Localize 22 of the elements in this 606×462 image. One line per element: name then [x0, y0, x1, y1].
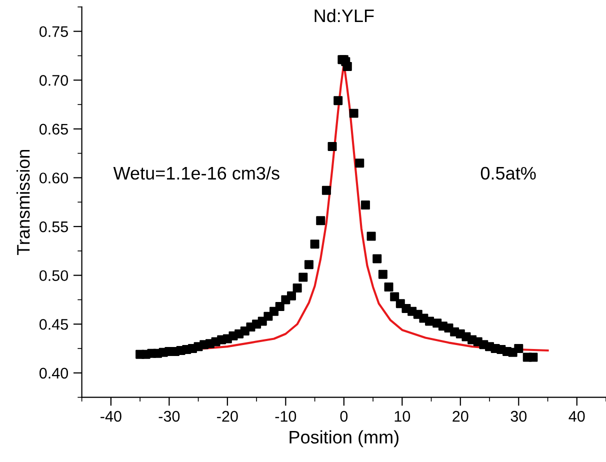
y-tick-label: 0.40 — [39, 368, 68, 379]
x-tick-label: 20 — [452, 410, 468, 422]
y-tick-label: 0.60 — [39, 172, 68, 184]
x-tick-label: 30 — [510, 410, 527, 422]
x-tick-label: 40 — [568, 410, 585, 422]
chart-title: Nd:YLF — [314, 8, 374, 22]
y-tick-label: 0.75 — [39, 26, 68, 38]
annotation: 0.5at% — [480, 166, 536, 180]
x-tick-label: -30 — [158, 410, 180, 422]
x-tick-label: -10 — [275, 410, 296, 422]
x-tick-label: 10 — [394, 410, 410, 422]
x-tick-label: 0 — [340, 410, 348, 422]
x-tick-label: -20 — [217, 410, 238, 422]
y-tick-label: 0.65 — [39, 124, 68, 135]
y-tick-label: 0.50 — [39, 270, 68, 282]
y-axis-title: Transmission — [16, 150, 30, 256]
y-tick-label: 0.55 — [39, 221, 68, 232]
x-axis-title: Position (mm) — [290, 430, 398, 448]
annotation: Wetu=1.1e-16 cm3/s — [113, 166, 280, 180]
y-tick-label: 0.45 — [39, 318, 68, 330]
x-tick-label: -40 — [100, 410, 122, 422]
y-tick-label: 0.70 — [39, 74, 68, 86]
